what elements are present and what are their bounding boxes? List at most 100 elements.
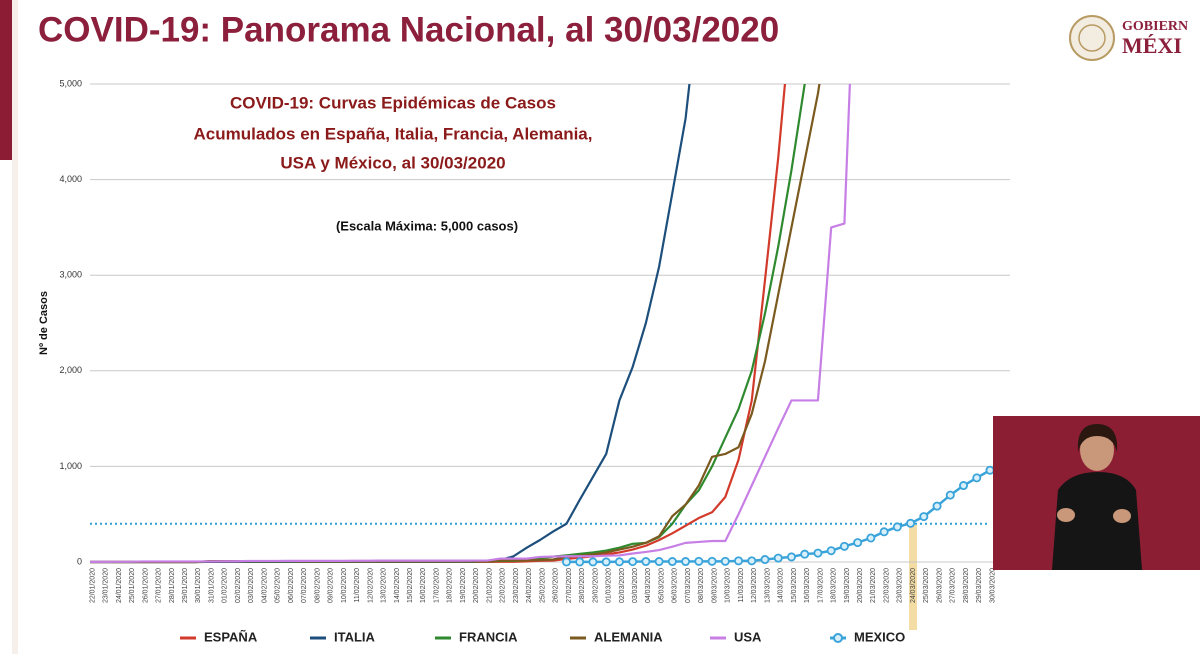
x-tick-label: 19/02/2020 (460, 568, 467, 603)
x-tick-label: 25/02/2020 (539, 568, 546, 603)
series-marker (932, 501, 942, 511)
plot-area (90, 84, 995, 567)
x-tick-label: 16/02/2020 (420, 568, 427, 603)
x-tick-label: 24/02/2020 (526, 568, 533, 603)
side-pattern (12, 0, 18, 654)
x-tick-label: 28/02/2020 (579, 568, 586, 603)
legend-label: MEXICO (854, 629, 905, 644)
series-marker (614, 557, 624, 567)
x-tick-label: 21/03/2020 (870, 568, 877, 603)
series-marker (866, 533, 876, 543)
x-tick-label: 13/03/2020 (764, 568, 771, 603)
x-tick-label: 06/02/2020 (288, 568, 295, 603)
x-tick-label: 03/03/2020 (632, 568, 639, 603)
x-tick-label: 23/01/2020 (103, 568, 110, 603)
series-marker (919, 512, 929, 522)
series-marker (892, 522, 902, 532)
x-tick-label: 18/03/2020 (831, 568, 838, 603)
x-tick-label: 11/03/2020 (738, 568, 745, 603)
x-tick-label: 24/03/2020 (910, 568, 917, 603)
x-tick-label: 02/03/2020 (619, 568, 626, 603)
x-tick-label: 28/01/2020 (169, 568, 176, 603)
highlight-band (909, 525, 917, 630)
legend-label: ITALIA (334, 629, 376, 644)
x-tick-label: 11/02/2020 (354, 568, 361, 603)
x-tick-label: 18/02/2020 (447, 568, 454, 603)
chart-title: USA y México, al 30/03/2020 (280, 153, 505, 172)
x-tick-label: 25/03/2020 (923, 568, 930, 603)
x-tick-label: 17/02/2020 (433, 568, 440, 603)
x-tick-label: 01/02/2020 (222, 568, 229, 603)
series-marker (853, 538, 863, 548)
x-tick-label: 06/03/2020 (672, 568, 679, 603)
legend-item: ALEMANIA (570, 629, 663, 644)
x-tick-label: 09/02/2020 (328, 568, 335, 603)
x-tick-label: 09/03/2020 (711, 568, 718, 603)
series-marker (773, 553, 783, 563)
logo-text: GOBIERN (1122, 19, 1188, 34)
x-tick-label: 29/02/2020 (592, 568, 599, 603)
x-tick-label: 29/01/2020 (182, 568, 189, 603)
series-marker (945, 490, 955, 500)
series-marker (786, 552, 796, 562)
legend-label: FRANCIA (459, 629, 518, 644)
x-tick-label: 04/03/2020 (645, 568, 652, 603)
x-tick-label: 26/03/2020 (936, 568, 943, 603)
x-tick-label: 07/02/2020 (301, 568, 308, 603)
series-marker (694, 556, 704, 566)
x-tick-label: 10/03/2020 (725, 568, 732, 603)
series-marker (601, 557, 611, 567)
x-tick-label: 24/01/2020 (116, 568, 123, 603)
series-marker (959, 481, 969, 491)
x-tick-label: 15/03/2020 (791, 568, 798, 603)
x-tick-label: 16/03/2020 (804, 568, 811, 603)
x-tick-label: 14/02/2020 (394, 568, 401, 603)
series-marker (667, 557, 677, 567)
x-tick-label: 30/01/2020 (195, 568, 202, 603)
series-marker (720, 556, 730, 566)
logo-emblem (1069, 15, 1115, 61)
series-marker (972, 473, 982, 483)
x-tick-label: 05/02/2020 (275, 568, 282, 603)
chart-title: COVID-19: Curvas Epidémicas de Casos (230, 93, 556, 112)
x-tick-label: 27/01/2020 (156, 568, 163, 603)
x-tick-label: 04/02/2020 (261, 568, 268, 603)
x-tick-label: 22/01/2020 (89, 568, 96, 603)
series-marker (575, 557, 585, 567)
series-marker (760, 555, 770, 565)
legend-item: ITALIA (310, 629, 376, 644)
x-tick-label: 10/02/2020 (341, 568, 348, 603)
series-marker (681, 557, 691, 567)
x-tick-label: 31/01/2020 (208, 568, 215, 603)
interpreter-body (1052, 472, 1142, 570)
x-tick-label: 30/03/2020 (989, 568, 996, 603)
x-tick-label: 21/02/2020 (486, 568, 493, 603)
legend-item: FRANCIA (435, 629, 518, 644)
series-marker (588, 557, 598, 567)
series-marker (839, 541, 849, 551)
x-tick-label: 14/03/2020 (778, 568, 785, 603)
interpreter-head (1080, 429, 1114, 471)
series-marker (734, 556, 744, 566)
x-tick-label: 23/02/2020 (513, 568, 520, 603)
x-tick-label: 15/02/2020 (407, 568, 414, 603)
chart-subtitle: (Escala Máxima: 5,000 casos) (336, 218, 518, 233)
x-tick-label: 29/03/2020 (976, 568, 983, 603)
x-tick-label: 20/02/2020 (473, 568, 480, 603)
interpreter-video (993, 416, 1200, 570)
interpreter-hand (1113, 509, 1131, 523)
series-marker (561, 557, 571, 567)
x-tick-label: 12/02/2020 (367, 568, 374, 603)
logo-text: MÉXI (1122, 33, 1182, 58)
series-marker (654, 557, 664, 567)
x-tick-label: 26/01/2020 (142, 568, 149, 603)
x-tick-label: 08/02/2020 (314, 568, 321, 603)
y-tick-label: 4,000 (59, 174, 82, 184)
x-tick-label: 22/02/2020 (500, 568, 507, 603)
logo-emblem-inner (1078, 24, 1106, 52)
legend-marker (833, 633, 843, 643)
legend-label: USA (734, 629, 762, 644)
series-line (90, 84, 851, 563)
x-tick-label: 22/03/2020 (883, 568, 890, 603)
